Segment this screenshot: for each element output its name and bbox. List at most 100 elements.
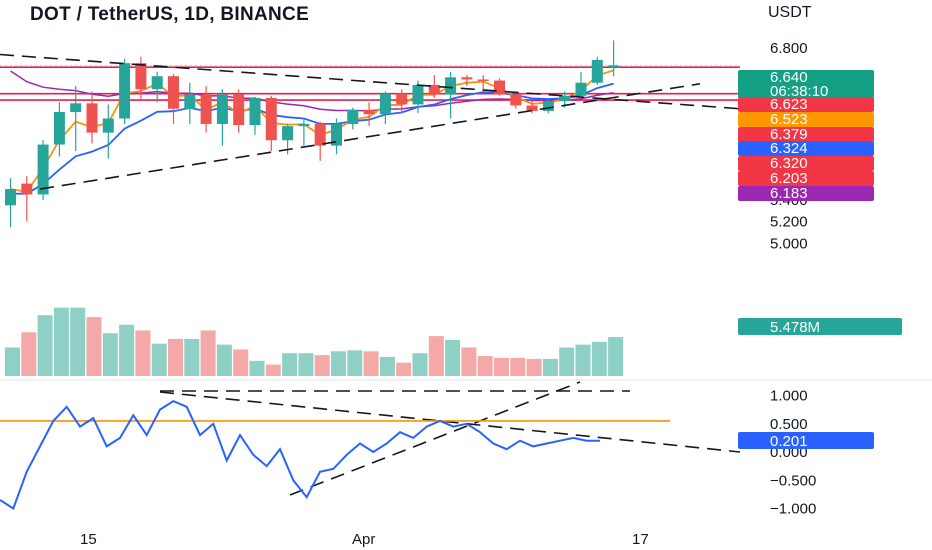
osc-trendline-descending bbox=[159, 391, 741, 453]
candle bbox=[37, 140, 49, 200]
candle bbox=[102, 104, 114, 159]
osc-value-label-text: 0.201 bbox=[770, 433, 808, 450]
oscillator-line bbox=[0, 399, 600, 511]
volume-bar bbox=[265, 364, 281, 376]
volume-bar bbox=[591, 341, 607, 376]
candle-body bbox=[412, 84, 424, 105]
candle bbox=[494, 78, 505, 96]
volume-bar bbox=[168, 338, 183, 376]
candle bbox=[21, 176, 33, 222]
candle-body bbox=[396, 93, 408, 105]
volume-bar bbox=[461, 347, 477, 376]
candle bbox=[298, 118, 310, 146]
osc-tick-label: −1.000 bbox=[770, 501, 816, 518]
candle-body bbox=[102, 118, 114, 133]
volume-bar bbox=[86, 317, 102, 376]
candle-body bbox=[510, 94, 522, 106]
osc-tick-label: −0.500 bbox=[770, 472, 816, 489]
volume-bar bbox=[494, 357, 509, 376]
candle bbox=[314, 121, 326, 161]
time-tick-label: 17 bbox=[632, 531, 649, 548]
candle-body bbox=[86, 103, 98, 133]
trendline-ascending bbox=[39, 83, 701, 190]
volume-bar bbox=[282, 353, 298, 376]
candle-body bbox=[135, 63, 147, 90]
candle-body bbox=[282, 126, 294, 141]
volume-bar bbox=[314, 355, 330, 376]
volume-bar bbox=[542, 358, 558, 376]
volume-bar bbox=[102, 333, 118, 376]
volume-label: 5.478M bbox=[738, 318, 902, 336]
volume-bar bbox=[233, 349, 249, 376]
price-label: 6.183 bbox=[738, 185, 874, 202]
candle-body bbox=[70, 103, 82, 113]
candle bbox=[184, 82, 196, 124]
candle-body bbox=[233, 94, 245, 126]
candle bbox=[5, 178, 16, 228]
price-label-countdown: 06:38:10 bbox=[770, 83, 828, 100]
candle-body bbox=[216, 94, 228, 124]
price-label-bg bbox=[738, 127, 874, 142]
candle bbox=[542, 98, 554, 114]
candle-body bbox=[379, 93, 391, 115]
price-tick-label: 5.200 bbox=[770, 214, 808, 231]
candle-body bbox=[461, 77, 473, 80]
volume-bar bbox=[331, 351, 346, 376]
candle bbox=[70, 85, 82, 152]
volume-bar bbox=[477, 356, 493, 376]
candle-body bbox=[445, 77, 457, 95]
volume-bar bbox=[5, 347, 20, 376]
chart-title: DOT / TetherUS, 1D, BINANCE bbox=[30, 4, 310, 25]
candle bbox=[168, 74, 179, 124]
candle-body bbox=[298, 123, 310, 127]
candle-body bbox=[200, 94, 212, 124]
osc-tick-label: 0.500 bbox=[770, 416, 808, 433]
price-label: 6.523 bbox=[738, 111, 874, 128]
candle-body bbox=[151, 76, 163, 90]
candle-body bbox=[331, 123, 342, 146]
volume-bar bbox=[70, 307, 86, 376]
candle bbox=[412, 80, 424, 114]
candle bbox=[265, 95, 277, 152]
price-label-text: 6.523 bbox=[770, 111, 808, 128]
price-label-bg bbox=[738, 156, 874, 171]
candle-body bbox=[21, 183, 33, 195]
candle bbox=[428, 75, 440, 98]
candle-body bbox=[363, 109, 375, 115]
candle-body bbox=[526, 105, 538, 111]
candle-body bbox=[591, 59, 603, 83]
price-label-bg bbox=[738, 171, 874, 186]
candle bbox=[53, 102, 65, 157]
candle bbox=[379, 91, 391, 124]
candle bbox=[363, 102, 375, 127]
candle-body bbox=[559, 95, 571, 102]
candle-body bbox=[5, 189, 16, 206]
volume-bar bbox=[363, 351, 379, 376]
candle-body bbox=[168, 76, 179, 109]
candle bbox=[331, 118, 342, 155]
candle bbox=[151, 71, 163, 103]
currency-label: USDT bbox=[768, 4, 812, 21]
price-label: 6.623 bbox=[738, 96, 874, 113]
volume-bar bbox=[379, 357, 395, 376]
volume-bar bbox=[21, 332, 37, 376]
price-label: 6.379 bbox=[738, 126, 874, 143]
candle bbox=[477, 75, 489, 92]
price-label-text: 6.379 bbox=[770, 126, 808, 143]
time-tick-label: 15 bbox=[80, 531, 97, 548]
volume-bar bbox=[37, 315, 53, 376]
price-label-text: 6.203 bbox=[770, 170, 808, 187]
osc-value-label-bg bbox=[738, 432, 874, 449]
candle bbox=[216, 89, 228, 146]
volume-bar bbox=[298, 353, 314, 376]
candle bbox=[249, 96, 261, 135]
volume-bar bbox=[608, 337, 624, 376]
candle bbox=[86, 91, 98, 144]
volume-label-bg bbox=[738, 318, 902, 335]
volume-bar bbox=[249, 360, 265, 376]
price-label-bg bbox=[738, 141, 874, 156]
candle-body bbox=[494, 80, 505, 95]
